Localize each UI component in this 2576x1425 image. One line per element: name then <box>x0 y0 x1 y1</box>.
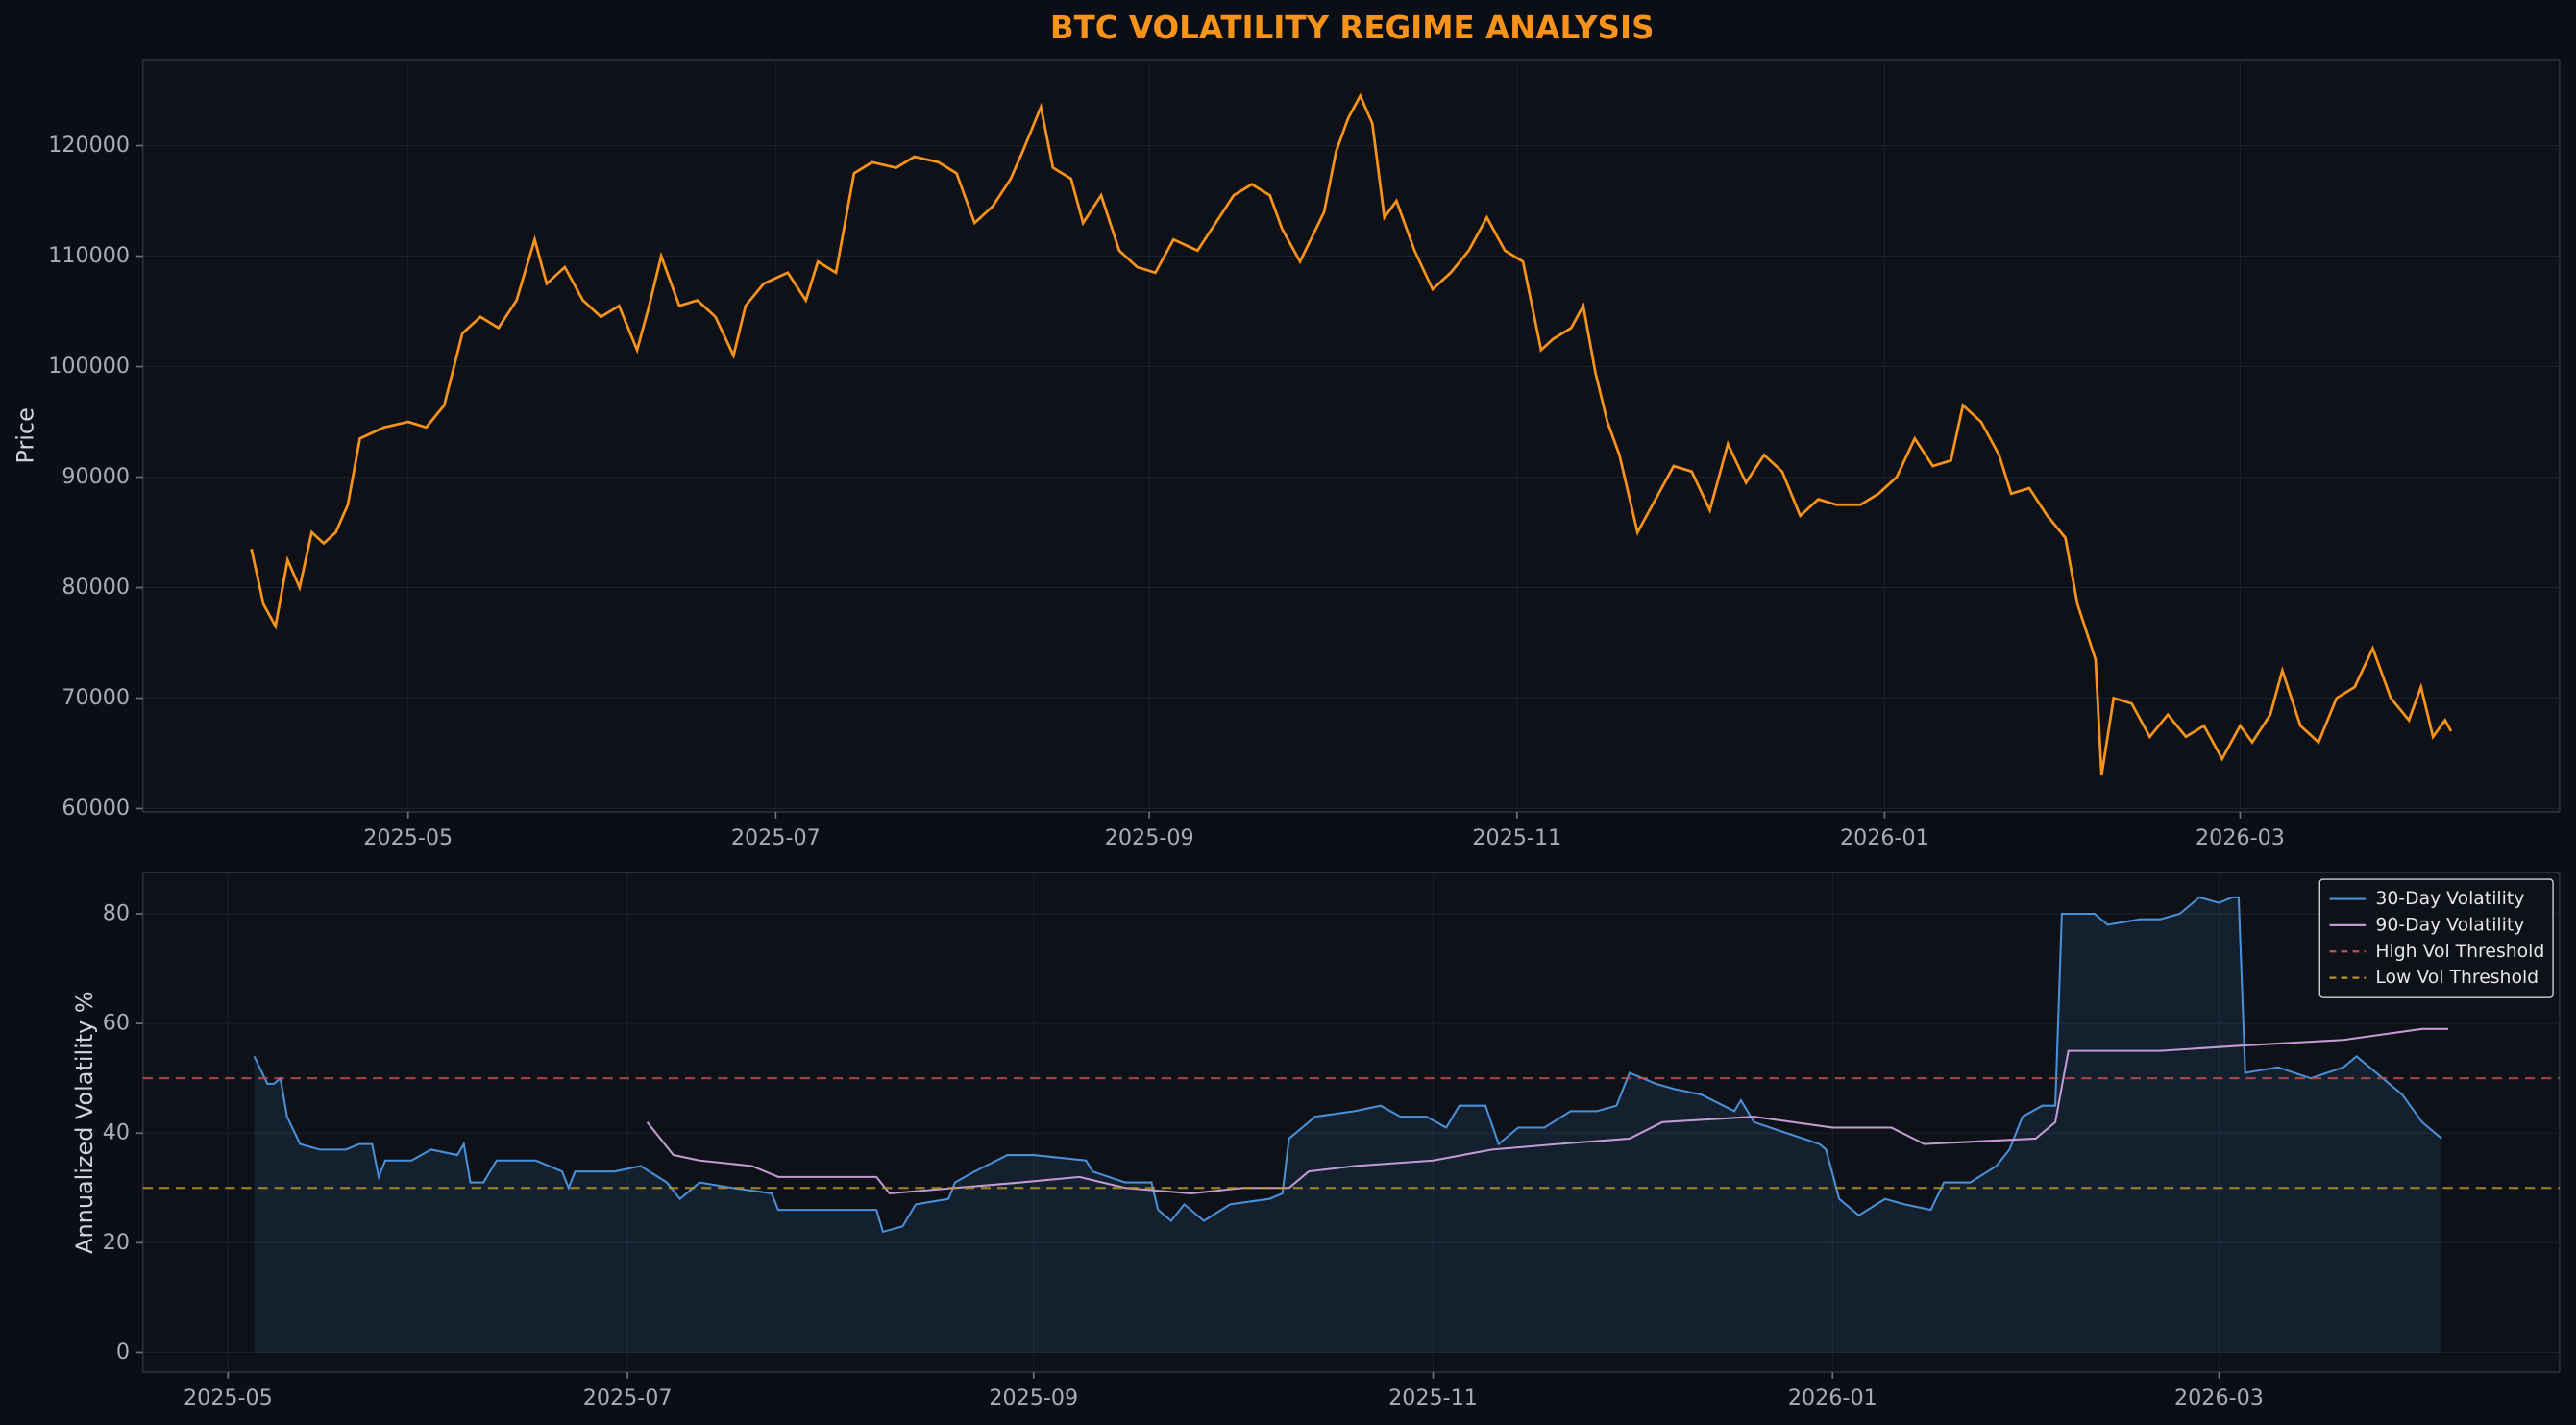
y-tick-label: 20 <box>103 1230 130 1255</box>
y-tick-label: 0 <box>116 1339 130 1364</box>
y-tick-label: 70000 <box>61 685 130 710</box>
plot-area <box>141 58 2561 813</box>
x-tick-label: 2025-11 <box>1472 825 1561 850</box>
legend-label: 90-Day Volatility <box>2375 915 2524 935</box>
y-tick-label: 80 <box>103 901 130 926</box>
y-axis-label: Price <box>12 407 38 463</box>
x-tick-label: 2026-03 <box>2196 825 2285 850</box>
plot-area <box>141 872 2561 1373</box>
area <box>254 897 2442 1353</box>
y-tick-label: 120000 <box>48 133 130 158</box>
x-tick-label: 2026-01 <box>1840 825 1929 850</box>
line <box>250 92 2453 776</box>
legend-box <box>2318 878 2554 998</box>
y-tick-label: 40 <box>103 1120 130 1145</box>
x-tick-label: 2025-07 <box>583 1386 673 1411</box>
y-tick-label: 80000 <box>61 575 130 600</box>
x-tick-label: 2025-09 <box>1105 825 1194 850</box>
line <box>646 1027 2449 1195</box>
x-tick-label: 2025-11 <box>1388 1386 1478 1411</box>
legend-label: Low Vol Threshold <box>2375 968 2539 988</box>
y-tick-label: 110000 <box>48 243 130 268</box>
legend-label: High Vol Threshold <box>2375 942 2544 962</box>
x-tick-label: 2025-05 <box>184 1386 273 1411</box>
y-tick-label: 100000 <box>48 354 130 379</box>
x-tick-label: 2025-05 <box>363 825 453 850</box>
x-tick-label: 2025-09 <box>989 1386 1078 1411</box>
x-tick-label: 2026-01 <box>1788 1386 1877 1411</box>
x-tick-label: 2026-03 <box>2174 1386 2264 1411</box>
y-axis-label: Annualized Volatility % <box>71 991 98 1254</box>
y-tick-label: 60 <box>103 1011 130 1036</box>
y-tick-label: 90000 <box>61 464 130 489</box>
legend-label: 30-Day Volatility <box>2375 889 2524 909</box>
x-tick-label: 2025-07 <box>731 825 821 850</box>
line <box>253 896 2442 1234</box>
y-tick-label: 60000 <box>61 796 130 821</box>
chart-title: BTC VOLATILITY REGIME ANALYSIS <box>1050 10 1655 46</box>
